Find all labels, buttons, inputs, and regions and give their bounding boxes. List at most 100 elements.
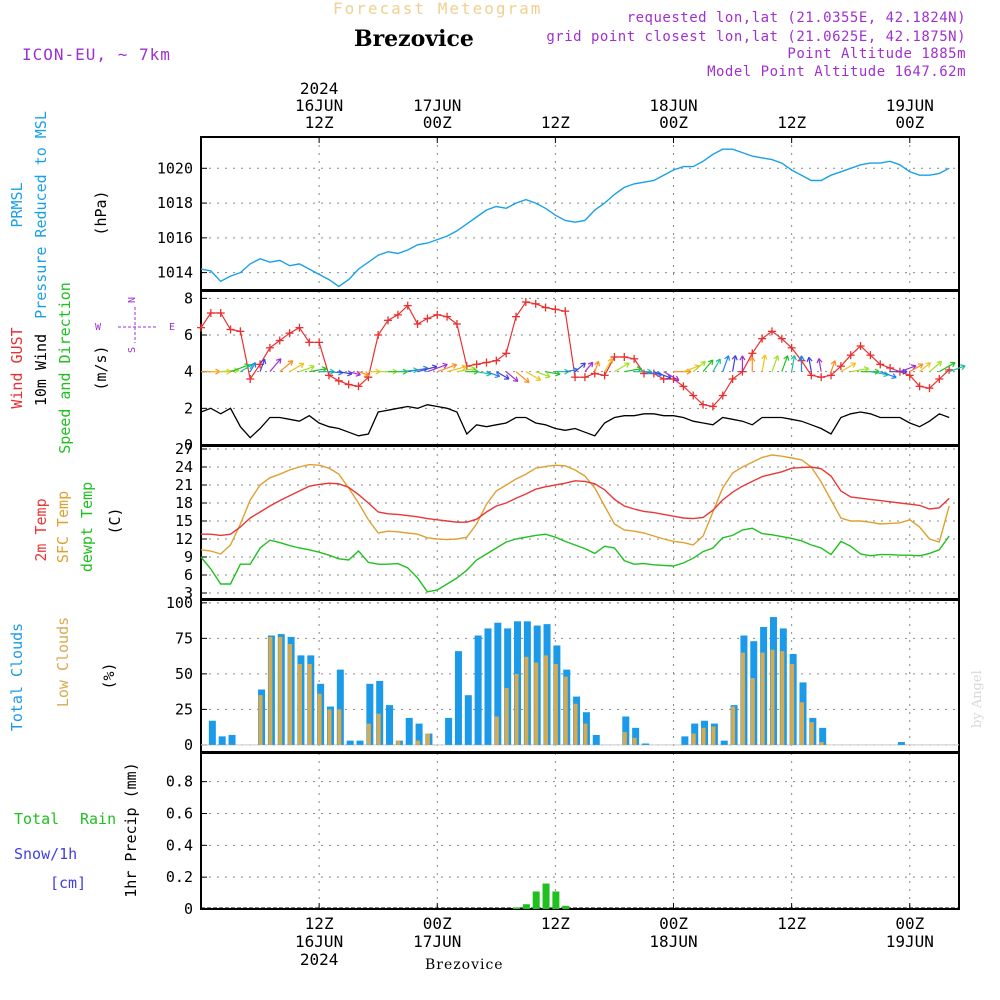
wind-arrow-shaft (624, 368, 642, 373)
gust-point (236, 327, 245, 336)
wind-speed-line (200, 404, 950, 439)
ytick-label: 0 (184, 436, 193, 454)
wind-arrow-head (591, 362, 594, 368)
precip-bar (513, 907, 521, 909)
gust-point (334, 376, 343, 385)
wind-arrow-head (496, 372, 501, 377)
wind-arrow (830, 360, 837, 372)
wind-arrow-head (910, 364, 917, 367)
ytick-label: 0.6 (166, 804, 193, 822)
wind-arrow (712, 358, 721, 372)
total-cloud-bar (336, 669, 344, 745)
panel-frame (200, 136, 960, 291)
gust-point (758, 334, 767, 343)
wind-arrow-head (741, 355, 746, 361)
wind-arrow-shaft (929, 361, 942, 373)
panel-precip: 0 0.2 0.4 0.6 0.8 (166, 752, 960, 918)
ytick-label: 6 (184, 566, 193, 584)
precip-bar (542, 883, 550, 909)
low-cloud-bar (544, 655, 549, 745)
wind-arrow-shaft (486, 371, 500, 378)
wind-arrow (446, 364, 467, 373)
pressure-unit: (hPa) (92, 190, 110, 235)
wind-arrow-head (226, 371, 232, 375)
wind-arrow-head (249, 364, 254, 370)
low-cloud-bar (534, 662, 539, 745)
wind-arrow-shaft (818, 358, 822, 372)
wind-arrow-head (260, 358, 266, 363)
wind-arrow (663, 371, 680, 382)
wind-arrow-shaft (594, 361, 600, 372)
wind-arrow-head (234, 369, 240, 374)
clouds-unit: (%) (100, 662, 118, 689)
low-cloud-bar (416, 740, 421, 745)
wind-arrow-shaft (584, 361, 594, 373)
low-cloud-bar (366, 723, 371, 745)
gust-point (512, 312, 521, 321)
low-cloud-bar (278, 636, 283, 745)
ytick-label: 50 (175, 665, 193, 683)
low-cloud-bar (553, 663, 558, 745)
gust-point (265, 343, 274, 352)
ytick-label: 1018 (157, 194, 193, 212)
gust-point (246, 375, 255, 383)
wind-arrow-head (665, 377, 672, 380)
wind-arrow-shaft (808, 357, 812, 372)
compass-w: W (95, 322, 102, 333)
gust-point (699, 400, 708, 409)
wind-arrow (604, 357, 613, 372)
wind-arrow-head (564, 371, 570, 375)
low-cloud-bar (711, 726, 716, 745)
total-cloud-bar (474, 635, 482, 745)
low-cloud-bar (731, 706, 736, 745)
wind-arrow-head (734, 355, 738, 361)
bottom-time-label: 00Z (895, 914, 924, 933)
gust-point (728, 375, 737, 383)
ytick-label: 0.8 (166, 773, 193, 791)
wind-arrow (505, 371, 519, 383)
gust-point (197, 323, 205, 332)
wind-arrow (427, 362, 448, 373)
low-cloud-bar (750, 678, 755, 745)
top-time-label: 12Z (305, 113, 334, 132)
top-time-label: 2024 (300, 79, 339, 98)
wind-arrow (269, 358, 282, 373)
wind-arrow (437, 363, 458, 373)
low-cloud-bar (524, 656, 529, 745)
wind-arrow-head (470, 366, 476, 369)
wind-arrow-shaft (850, 367, 869, 373)
gust-point (787, 343, 796, 352)
wind-arrow (761, 354, 768, 372)
wind-arrow (574, 362, 586, 373)
panel-frame (200, 752, 960, 910)
wind-arrow (781, 355, 790, 372)
temp-2m-line (201, 466, 950, 537)
wind-arrow-head (287, 360, 293, 363)
wind-arrow (722, 355, 731, 372)
chart-title: Forecast Meteogram (333, 0, 543, 18)
low-cloud-bar (770, 649, 775, 745)
wind-arrow-head (960, 364, 966, 367)
wind-arrow (798, 355, 805, 372)
bottom-time-label: 00Z (659, 914, 688, 933)
low-cloud-bar (396, 740, 401, 745)
gust-point (452, 320, 461, 328)
gust-point (206, 309, 215, 317)
wind-arrow-head (347, 373, 353, 377)
wind-arrow-head (512, 380, 518, 383)
wind-arrow-head (524, 381, 530, 384)
wind-arrow-shaft (899, 365, 917, 373)
wind-arrow-shaft (437, 364, 457, 373)
wind-arrow-shaft (840, 362, 856, 373)
wind-arrow-head (731, 355, 736, 360)
wind-arrow-shaft (417, 365, 438, 373)
credit-watermark: by Angel (970, 670, 985, 728)
ytick-label: 8 (184, 289, 193, 307)
wind-arrow (731, 355, 738, 372)
gust-point (571, 373, 580, 382)
wind-arrow (594, 360, 601, 372)
gust-point (216, 309, 225, 317)
total-cloud-bar (415, 723, 423, 745)
wind-arrow-shaft (643, 371, 663, 376)
wind-arrow-head (431, 364, 438, 368)
